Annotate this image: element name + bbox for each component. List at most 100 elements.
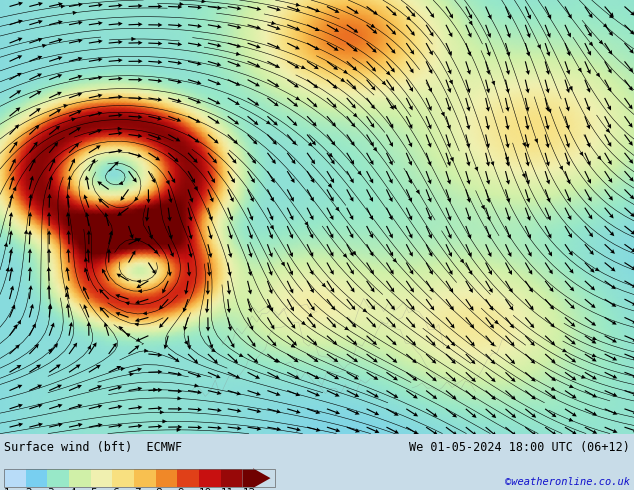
FancyArrowPatch shape — [270, 225, 273, 229]
Text: 2: 2 — [25, 488, 32, 490]
FancyArrowPatch shape — [579, 152, 583, 156]
FancyArrowPatch shape — [589, 42, 593, 46]
Bar — [134, 469, 156, 487]
FancyArrowPatch shape — [302, 321, 306, 325]
Text: 12: 12 — [242, 488, 256, 490]
FancyArrowPatch shape — [393, 259, 396, 262]
FancyArrowPatch shape — [153, 388, 157, 392]
FancyArrowPatch shape — [329, 153, 332, 157]
FancyArrowPatch shape — [177, 428, 181, 432]
FancyArrowPatch shape — [130, 372, 134, 376]
Bar — [112, 469, 134, 487]
FancyArrowPatch shape — [24, 230, 28, 234]
FancyArrowPatch shape — [119, 181, 123, 185]
Text: 1: 1 — [4, 488, 11, 490]
Bar — [4, 469, 275, 487]
FancyArrowPatch shape — [301, 66, 305, 69]
FancyArrowPatch shape — [450, 80, 452, 84]
FancyArrowPatch shape — [296, 3, 300, 6]
FancyArrowPatch shape — [407, 17, 410, 20]
FancyArrowPatch shape — [441, 112, 444, 116]
Text: Surface wind (bft)  ECMWF: Surface wind (bft) ECMWF — [4, 441, 182, 454]
FancyArrowPatch shape — [291, 344, 295, 347]
Text: 3: 3 — [48, 488, 54, 490]
FancyArrowPatch shape — [184, 341, 188, 344]
FancyArrowPatch shape — [239, 354, 243, 357]
FancyArrowPatch shape — [134, 197, 138, 201]
FancyArrowPatch shape — [271, 22, 276, 24]
FancyArrowPatch shape — [569, 418, 573, 421]
FancyArrowPatch shape — [552, 387, 555, 390]
Bar — [91, 469, 112, 487]
FancyArrowPatch shape — [446, 345, 450, 348]
FancyArrowPatch shape — [522, 173, 526, 177]
FancyArrowPatch shape — [569, 385, 573, 388]
FancyArrowPatch shape — [126, 302, 129, 305]
FancyArrowPatch shape — [495, 320, 498, 324]
FancyArrowPatch shape — [195, 384, 198, 387]
FancyArrow shape — [242, 468, 271, 488]
Text: 7: 7 — [134, 488, 141, 490]
FancyArrowPatch shape — [49, 349, 52, 352]
FancyArrowPatch shape — [328, 184, 332, 187]
FancyArrowPatch shape — [308, 143, 312, 146]
FancyArrowPatch shape — [132, 37, 136, 41]
FancyArrowPatch shape — [373, 147, 377, 151]
FancyArrowPatch shape — [267, 305, 270, 309]
FancyArrowPatch shape — [343, 254, 347, 257]
Bar — [221, 469, 242, 487]
FancyArrowPatch shape — [469, 21, 472, 25]
FancyArrowPatch shape — [137, 280, 141, 283]
FancyArrowPatch shape — [581, 375, 585, 378]
FancyArrowPatch shape — [73, 11, 77, 15]
FancyArrowPatch shape — [212, 348, 216, 352]
FancyArrowPatch shape — [578, 68, 581, 72]
FancyArrowPatch shape — [72, 118, 76, 121]
Text: 8: 8 — [156, 488, 162, 490]
FancyArrowPatch shape — [63, 104, 68, 108]
FancyArrowPatch shape — [344, 70, 347, 74]
FancyArrowPatch shape — [604, 24, 607, 27]
Text: 9: 9 — [178, 488, 184, 490]
FancyArrowPatch shape — [450, 157, 453, 161]
Text: 11: 11 — [221, 488, 234, 490]
FancyArrowPatch shape — [61, 5, 65, 8]
FancyArrowPatch shape — [295, 97, 299, 100]
FancyArrowPatch shape — [118, 127, 122, 130]
FancyArrowPatch shape — [345, 327, 349, 330]
Bar — [25, 469, 48, 487]
FancyArrowPatch shape — [560, 166, 562, 170]
FancyArrowPatch shape — [492, 81, 495, 85]
Bar — [69, 469, 91, 487]
FancyArrowPatch shape — [597, 156, 601, 160]
FancyArrowPatch shape — [593, 337, 597, 340]
FancyArrowPatch shape — [358, 171, 361, 175]
FancyArrowPatch shape — [6, 268, 10, 271]
FancyArrowPatch shape — [475, 167, 478, 171]
FancyArrowPatch shape — [178, 397, 181, 400]
FancyArrowPatch shape — [138, 290, 142, 293]
FancyArrowPatch shape — [609, 15, 613, 18]
Text: 10: 10 — [199, 488, 212, 490]
FancyArrowPatch shape — [160, 411, 164, 414]
FancyArrowPatch shape — [363, 309, 366, 312]
FancyArrowPatch shape — [548, 109, 551, 113]
FancyArrowPatch shape — [135, 238, 138, 241]
FancyArrowPatch shape — [49, 305, 52, 309]
Bar — [156, 469, 178, 487]
FancyArrowPatch shape — [371, 24, 375, 27]
FancyArrowPatch shape — [87, 345, 91, 349]
FancyArrowPatch shape — [145, 349, 148, 352]
FancyArrowPatch shape — [595, 268, 599, 271]
FancyArrowPatch shape — [281, 262, 285, 266]
FancyArrowPatch shape — [393, 105, 396, 109]
FancyArrowPatch shape — [416, 190, 419, 194]
FancyArrowPatch shape — [481, 205, 484, 209]
FancyArrowPatch shape — [18, 320, 21, 324]
FancyArrowPatch shape — [505, 157, 508, 161]
FancyArrowPatch shape — [266, 121, 270, 124]
Bar — [178, 469, 199, 487]
FancyArrowPatch shape — [305, 222, 308, 225]
FancyArrowPatch shape — [4, 243, 8, 246]
FancyArrowPatch shape — [606, 129, 609, 132]
